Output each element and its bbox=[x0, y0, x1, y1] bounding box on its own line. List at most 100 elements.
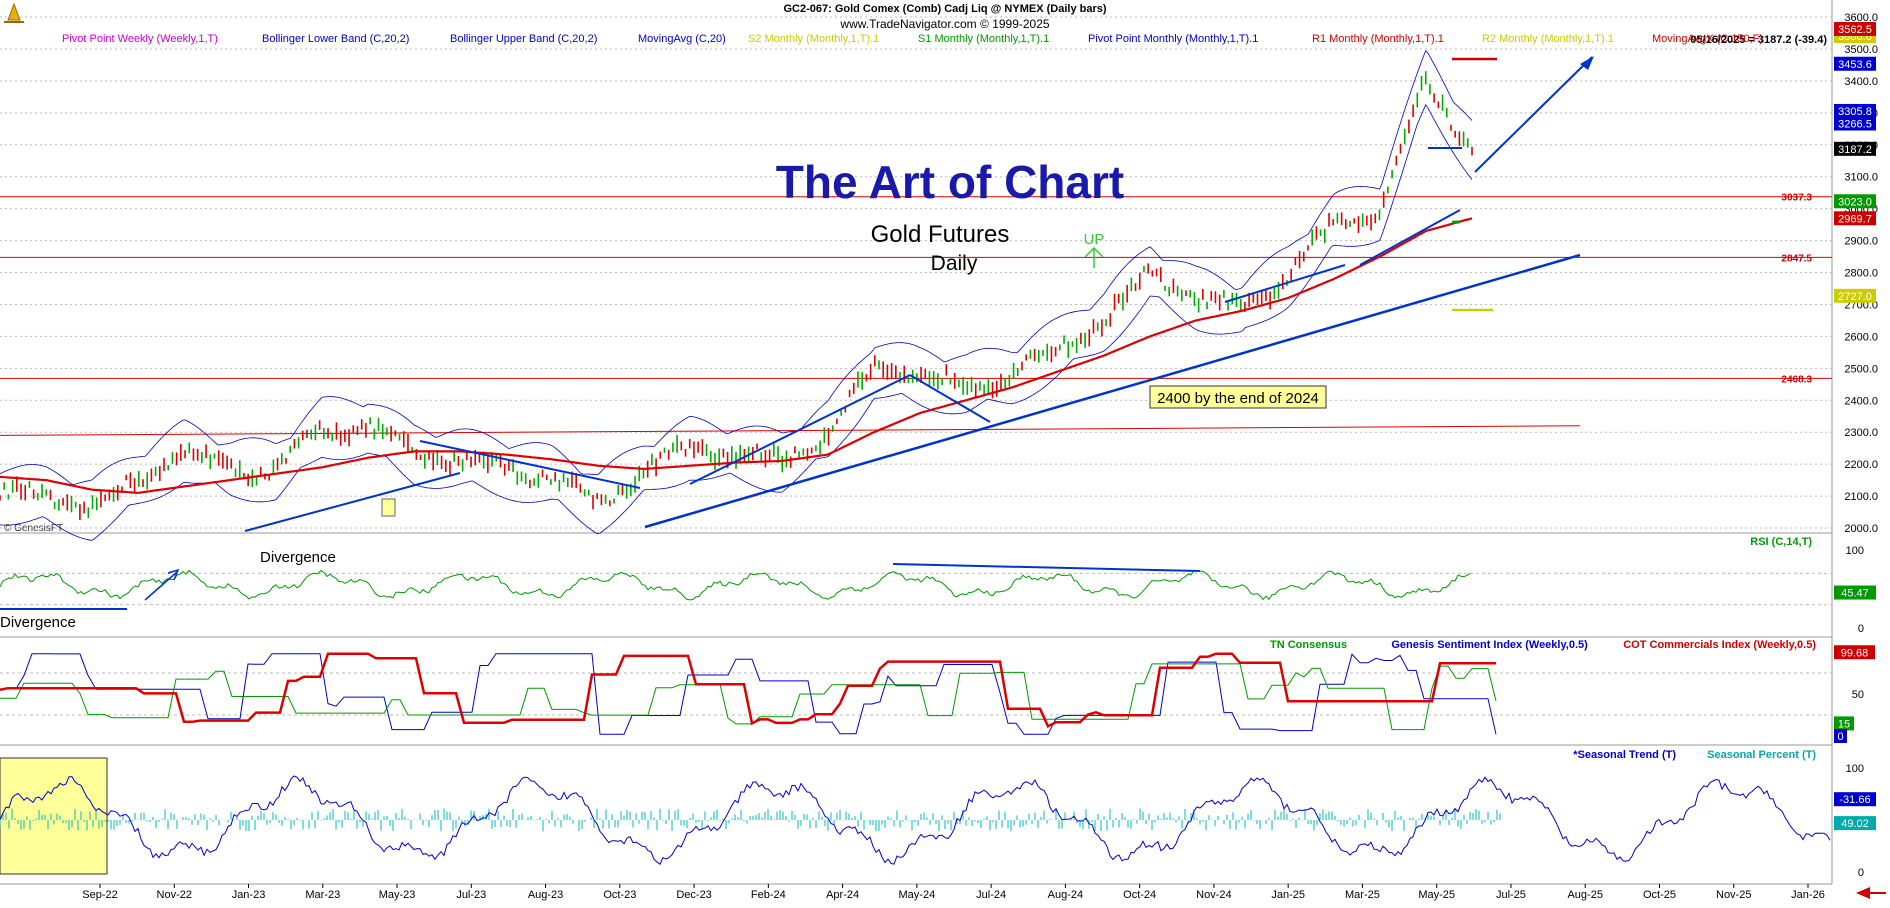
price-badge-label: 3305.8 bbox=[1838, 106, 1872, 118]
price-badge-label: 3453.6 bbox=[1838, 59, 1872, 71]
sentiment-legend-item: TN Consensus bbox=[1270, 639, 1347, 651]
logo-text: © GenesisFT bbox=[4, 523, 63, 534]
x-tick-label: Nov-22 bbox=[157, 889, 192, 901]
seasonal-badge bbox=[1834, 816, 1876, 831]
tn-consensus-line bbox=[0, 663, 1497, 731]
divergence-label-1: Divergence bbox=[260, 549, 336, 566]
x-tick-label: May-23 bbox=[379, 889, 416, 901]
price-badge bbox=[1834, 288, 1876, 303]
divergence-label-2: Divergence bbox=[0, 614, 76, 631]
rsi-tick-label: 0 bbox=[1858, 623, 1864, 635]
level-line-label: 2468.3 bbox=[1781, 374, 1812, 385]
sentiment-legend-item: COT Commercials Index (Weekly,0.5) bbox=[1623, 639, 1816, 651]
sentiment-badge-label: 99.68 bbox=[1841, 647, 1869, 659]
price-tick-label: 3600.0 bbox=[1844, 12, 1878, 24]
price-tick-label: 2600.0 bbox=[1844, 331, 1878, 343]
sentiment-panel: 50 COT Commercials Index (Weekly,0.5) Gene… bbox=[0, 639, 1875, 743]
price-tick-label: 2000.0 bbox=[1844, 523, 1878, 535]
target-box-text: 2400 by the end of 2024 bbox=[1157, 390, 1319, 407]
x-tick-label: Apr-24 bbox=[826, 889, 859, 901]
rsi-tick-label: 100 bbox=[1846, 545, 1864, 557]
trendlines bbox=[244, 56, 1594, 532]
x-tick-label: Aug-24 bbox=[1048, 889, 1083, 901]
x-tick-label: Jul-23 bbox=[456, 889, 486, 901]
x-tick-label: Jan-26 bbox=[1791, 889, 1825, 901]
legend-main: Pivot Point Weekly (Weekly,1,T) Bollinger… bbox=[62, 33, 1763, 45]
rsi-panel: 100500RSI (C,14,T)45.47 bbox=[0, 536, 1876, 635]
genesis-sentiment-line bbox=[0, 653, 1497, 735]
x-tick-label: Nov-24 bbox=[1196, 889, 1231, 901]
price-badges: 3806.03562.53453.63305.83266.53187.23023… bbox=[1834, 21, 1876, 303]
up-arrow-icon bbox=[1084, 246, 1104, 268]
x-tick-label: Nov-25 bbox=[1716, 889, 1751, 901]
price-badge-label: 3266.5 bbox=[1838, 119, 1872, 131]
price-badge-label: 3023.0 bbox=[1838, 196, 1872, 208]
price-series bbox=[0, 49, 1473, 541]
up-label: UP bbox=[1084, 231, 1105, 248]
price-badge-label: 2727.0 bbox=[1838, 291, 1872, 303]
legend-item: R2 Monthly (Monthly,1,T).1 bbox=[1482, 33, 1614, 45]
cot-commercials-line bbox=[0, 652, 1496, 728]
x-tick-label: May-24 bbox=[899, 889, 936, 901]
seasonal-badge-label: 49.02 bbox=[1841, 818, 1869, 830]
price-badge-label: 3562.5 bbox=[1838, 24, 1872, 36]
main-annotation-title: The Art of Chart bbox=[776, 156, 1124, 208]
bollinger-lower bbox=[0, 103, 1473, 541]
seasonal-legend-item: Seasonal Percent (T) bbox=[1707, 749, 1816, 761]
price-tick-label: 3500.0 bbox=[1844, 44, 1878, 56]
x-tick-label: Jan-23 bbox=[232, 889, 266, 901]
divergence-lines bbox=[0, 563, 1201, 610]
x-tick-label: Dec-23 bbox=[676, 889, 711, 901]
price-tick-label: 2200.0 bbox=[1844, 459, 1878, 471]
seasonal-trend-line bbox=[0, 775, 1831, 865]
logo-icon bbox=[4, 2, 24, 23]
x-tick-label: Mar-25 bbox=[1345, 889, 1380, 901]
last-value: 05/16/2025 = 3187.2 (-39.4) bbox=[1690, 34, 1827, 46]
price-badge bbox=[1834, 103, 1876, 118]
price-tick-label: 2500.0 bbox=[1844, 363, 1878, 375]
price-badge-label: 3187.2 bbox=[1838, 144, 1872, 156]
copyright: www.TradeNavigator.com © 1999-2025 bbox=[839, 17, 1049, 31]
x-tick-label: Sep-22 bbox=[82, 889, 117, 901]
x-tick-label: Mar-23 bbox=[305, 889, 340, 901]
x-axis: Sep-22 Nov-22 Jan-23 Mar-23 May-23 Jul-23 Aug-… bbox=[82, 884, 1825, 901]
bollinger-upper bbox=[0, 49, 1473, 486]
price-tick-label: 2900.0 bbox=[1844, 236, 1878, 248]
price-badge bbox=[1834, 211, 1876, 226]
price-grid bbox=[0, 16, 1832, 529]
x-tick-label: Oct-24 bbox=[1123, 889, 1156, 901]
rsi-badge bbox=[1834, 585, 1876, 600]
rsi-line bbox=[0, 569, 1471, 601]
small-marker bbox=[381, 498, 396, 517]
price-tick-label: 2800.0 bbox=[1844, 268, 1878, 280]
sentiment-badge-label: 15 bbox=[1838, 718, 1850, 730]
ma150-line bbox=[0, 217, 1473, 494]
sentiment-tick-label: 50 bbox=[1852, 689, 1864, 701]
seasonal-tick-label: 0 bbox=[1858, 867, 1864, 879]
level-line-label: 2847.5 bbox=[1781, 253, 1812, 264]
rsi-label: RSI (C,14,T) bbox=[1750, 536, 1812, 548]
seasonal-tick-label: 100 bbox=[1846, 763, 1864, 775]
legend-item: Pivot Point Monthly (Monthly,1,T).1 bbox=[1088, 33, 1258, 45]
x-tick-label: Jul-25 bbox=[1496, 889, 1526, 901]
seasonal-badge-label: -31.66 bbox=[1839, 794, 1870, 806]
chart-title: GC2-067: Gold Comex (Comb) Cadj Liq @ NY… bbox=[783, 3, 1106, 15]
x-tick-label: Oct-25 bbox=[1643, 889, 1676, 901]
x-tick-label: Feb-24 bbox=[751, 889, 786, 901]
sentiment-badge bbox=[1834, 645, 1875, 660]
legend-item: R1 Monthly (Monthly,1,T).1 bbox=[1312, 33, 1444, 45]
seasonal-badge bbox=[1834, 792, 1876, 807]
price-tick-label: 2300.0 bbox=[1844, 427, 1878, 439]
sentiment-badge-label: 0 bbox=[1837, 731, 1843, 743]
x-tick-label: Aug-25 bbox=[1567, 889, 1602, 901]
sentiment-badge bbox=[1834, 729, 1847, 743]
x-tick-label: Jul-24 bbox=[976, 889, 1006, 901]
legend-item: MovingAvgX (C,150,F) bbox=[1652, 33, 1763, 45]
price-tick-label: 3400.0 bbox=[1844, 76, 1878, 88]
level-line-label: 3037.3 bbox=[1781, 193, 1812, 204]
scroll-arrow-icon[interactable] bbox=[1856, 887, 1886, 899]
seasonal-highlight bbox=[0, 757, 108, 875]
price-badge-label: 2969.7 bbox=[1838, 213, 1872, 225]
legend-item: S2 Monthly (Monthly,1,T).1 bbox=[748, 33, 879, 45]
